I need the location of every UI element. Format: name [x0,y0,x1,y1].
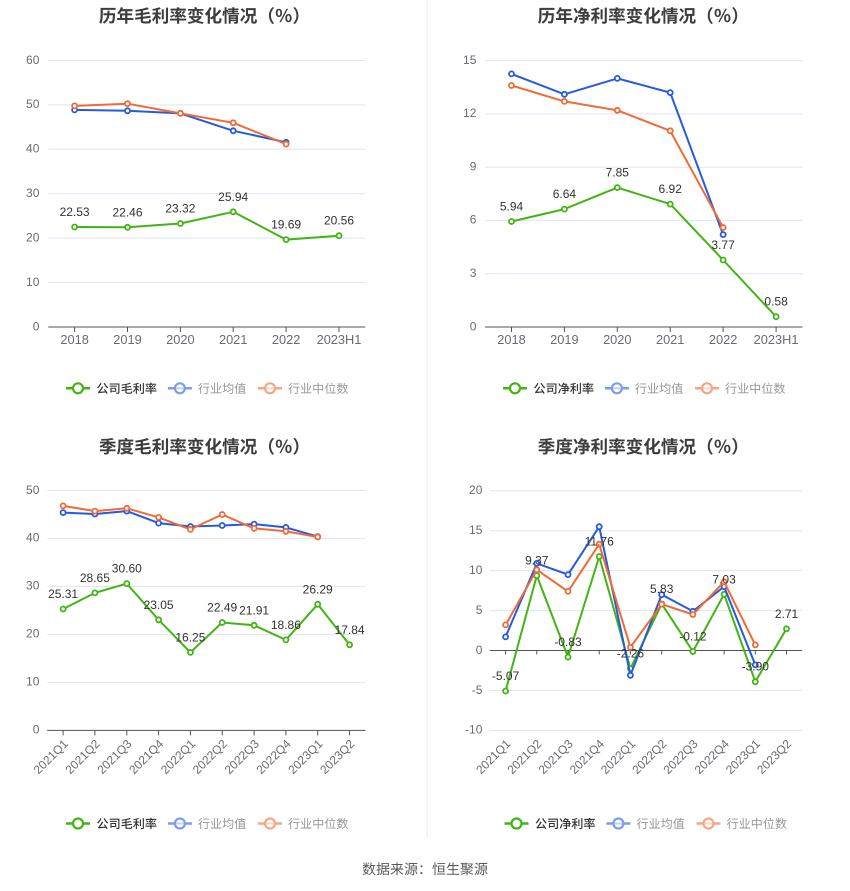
svg-text:2019: 2019 [113,332,141,347]
svg-text:25.94: 25.94 [218,190,248,204]
svg-text:0: 0 [470,319,477,333]
svg-text:9: 9 [470,160,477,174]
svg-text:-0.12: -0.12 [679,630,707,644]
svg-text:30.60: 30.60 [112,562,142,576]
svg-text:2023H1: 2023H1 [754,332,799,347]
svg-text:2.71: 2.71 [775,607,799,621]
svg-text:2020: 2020 [166,332,194,347]
svg-text:6.64: 6.64 [553,187,577,201]
svg-text:7.85: 7.85 [606,166,630,180]
svg-text:19.69: 19.69 [271,218,301,232]
svg-text:21.91: 21.91 [239,603,269,617]
svg-text:6.92: 6.92 [659,182,683,196]
svg-text:5.94: 5.94 [500,200,524,214]
svg-text:15: 15 [463,53,477,67]
svg-text:18.86: 18.86 [271,618,301,632]
svg-text:0: 0 [476,643,483,657]
svg-text:17.84: 17.84 [335,623,365,637]
svg-text:2019: 2019 [550,332,578,347]
svg-text:28.65: 28.65 [80,571,110,585]
svg-text:2021: 2021 [656,332,684,347]
svg-text:0: 0 [33,723,40,737]
svg-text:23.32: 23.32 [165,202,195,216]
svg-text:0: 0 [33,319,40,333]
svg-text:-5.07: -5.07 [492,669,520,683]
svg-text:7.03: 7.03 [712,572,736,586]
svg-text:40: 40 [26,531,40,545]
svg-text:5: 5 [476,603,483,617]
svg-text:40: 40 [26,142,40,156]
svg-text:30: 30 [26,579,40,593]
svg-text:22.46: 22.46 [112,205,142,219]
svg-text:12: 12 [463,106,477,120]
svg-text:-3.90: -3.90 [742,660,770,674]
svg-text:50: 50 [26,483,40,497]
svg-text:20: 20 [26,627,40,641]
svg-text:6: 6 [470,213,477,227]
svg-text:10: 10 [26,675,40,689]
svg-text:30: 30 [26,186,40,200]
svg-text:2018: 2018 [60,332,88,347]
svg-text:-0.83: -0.83 [554,635,582,649]
svg-text:22.49: 22.49 [207,601,237,615]
svg-text:2022: 2022 [709,332,737,347]
svg-text:20: 20 [26,230,40,244]
svg-text:-10: -10 [465,723,483,737]
svg-text:2023H1: 2023H1 [317,332,362,347]
svg-text:2018: 2018 [497,332,525,347]
svg-text:23.05: 23.05 [144,598,174,612]
svg-text:16.25: 16.25 [175,630,205,644]
svg-text:60: 60 [26,53,40,67]
svg-text:25.31: 25.31 [48,587,78,601]
svg-text:2021: 2021 [219,332,247,347]
svg-text:15: 15 [469,523,483,537]
svg-text:20: 20 [469,483,483,497]
svg-text:9.37: 9.37 [525,554,549,568]
svg-text:10: 10 [26,275,40,289]
svg-text:5.83: 5.83 [650,582,674,596]
svg-text:2020: 2020 [603,332,631,347]
svg-text:22.53: 22.53 [60,205,90,219]
svg-text:11.76: 11.76 [585,535,614,549]
svg-text:20.56: 20.56 [324,214,354,228]
svg-text:3: 3 [470,266,477,280]
svg-text:-5: -5 [472,683,483,697]
svg-text:50: 50 [26,97,40,111]
svg-text:2022: 2022 [272,332,300,347]
svg-text:0.58: 0.58 [764,295,788,309]
svg-text:10: 10 [469,563,483,577]
svg-text:3.77: 3.77 [711,238,735,252]
svg-text:26.29: 26.29 [303,582,333,596]
svg-text:-2.26: -2.26 [617,647,645,661]
